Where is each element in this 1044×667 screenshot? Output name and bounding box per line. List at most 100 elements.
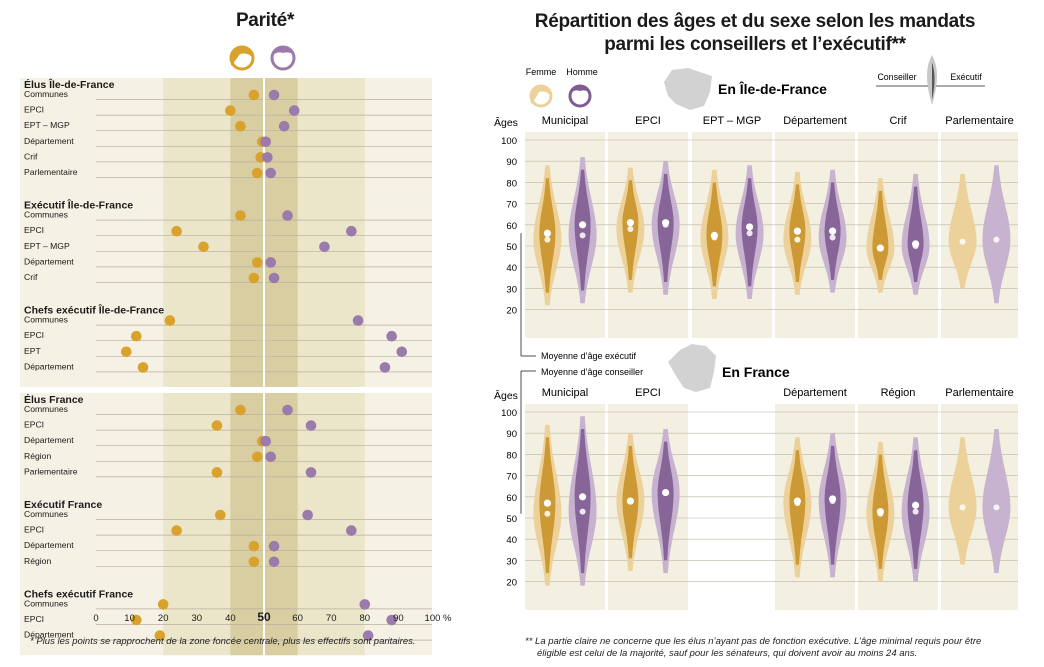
violin-dark-idf-crif-homme <box>907 186 924 282</box>
legend-homme-hair <box>571 85 590 93</box>
dot-femme-elus-france-communes <box>235 404 246 416</box>
mean-exec-idf-ept-mgp-homme <box>746 223 754 231</box>
age-tick-fr-90: 90 <box>506 429 517 440</box>
dot-homme-executif-france-communes <box>302 509 313 521</box>
mean-cons-idf-ept-mgp-femme <box>711 234 718 241</box>
violin-light-idf-parlementaire-femme <box>948 173 977 289</box>
dot-homme-elus-france-region <box>265 451 277 463</box>
age-footnote: ** La partie claire ne concerne que les … <box>525 636 1030 660</box>
dot-femme-executif-ile-de-france-communes <box>235 210 246 221</box>
mean-cons-idf-municipal-femme <box>544 236 551 243</box>
mean-cons-idf-ept-mgp-homme <box>746 230 753 237</box>
parite-footnote: * Plus les points se rapprochent de la z… <box>30 636 416 647</box>
ages-label-fr: Âges <box>494 389 518 402</box>
x-tick-20: 20 <box>158 613 169 624</box>
row-label-departement: Département <box>24 435 74 445</box>
panel-label-idf-municipal: Municipal <box>542 115 588 127</box>
mean-cons-idf-departement-femme <box>794 236 801 243</box>
age-tick-fr-60: 60 <box>506 493 517 504</box>
dot-femme-elus-ile-de-france-communes <box>248 89 260 101</box>
row-label-parlementaire: Parlementaire <box>24 167 78 177</box>
panel-label-idf-departement: Département <box>783 115 847 127</box>
dot-femme-elus-france-parlementaire <box>211 467 223 478</box>
age-tick-fr-30: 30 <box>506 556 517 567</box>
dot-femme-chefs-executif-ile-de-france-ept <box>120 346 132 358</box>
x-tick-30: 30 <box>192 613 203 624</box>
row-label-ept-mgp: EPT – MGP <box>24 120 70 130</box>
age-tick-fr-70: 70 <box>506 472 517 483</box>
panel-label-fr-parlementaire: Parlementaire <box>945 387 1013 399</box>
panel-label-idf-ept-mgp: EPT – MGP <box>703 115 761 127</box>
age-tick-idf-90: 90 <box>506 157 517 168</box>
group-label-elus-france: Élus France <box>24 393 84 406</box>
panel-label-fr-municipal: Municipal <box>542 387 588 399</box>
group-label-elus-ile-de-france: Élus Île-de-France <box>24 78 115 91</box>
mean-cons-fr-departement-homme <box>829 498 836 505</box>
dot-femme-executif-ile-de-france-departement <box>251 257 263 268</box>
row-label-epci: EPCI <box>24 225 44 235</box>
row-label-crif: Crif <box>24 272 38 282</box>
violin-light-fr-parlementaire-femme <box>948 437 977 565</box>
dot-homme-elus-ile-de-france-communes <box>268 89 280 101</box>
age-tick-idf-80: 80 <box>506 178 517 189</box>
region-idf-label: En Île-de-France <box>718 80 827 97</box>
age-tick-fr-80: 80 <box>506 450 517 461</box>
dot-femme-executif-ile-de-france-ept-mgp <box>198 241 209 253</box>
panel-label-idf-epci: EPCI <box>635 115 661 127</box>
dot-femme-elus-france-epci <box>211 420 223 431</box>
mean-cons-idf-parlementaire-femme <box>959 238 966 245</box>
mean-exec-fr-municipal-homme <box>579 493 587 501</box>
dot-femme-chefs-executif-ile-de-france-epci <box>131 330 142 342</box>
dot-homme-chefs-executif-ile-de-france-communes <box>352 315 364 326</box>
annot-cons-label: Moyenne d’âge conseiller <box>541 367 643 377</box>
dot-femme-chefs-executif-ile-de-france-departement <box>137 362 149 373</box>
group-label-chefs-executif-france: Chefs exécutif France <box>24 588 133 600</box>
row-label-crif: Crif <box>24 151 38 161</box>
dot-homme-elus-france-departement <box>260 435 271 447</box>
dot-homme-elus-ile-de-france-ept-mgp <box>278 120 290 132</box>
dot-homme-elus-ile-de-france-departement <box>260 136 271 148</box>
mean-cons-fr-departement-femme <box>794 500 801 507</box>
age-tick-idf-30: 30 <box>506 284 517 295</box>
age-tick-idf-100: 100 <box>501 136 517 147</box>
row-label-departement: Département <box>24 540 74 550</box>
group-label-executif-ile-de-france: Exécutif Île-de-France <box>24 199 133 212</box>
row-label-epci: EPCI <box>24 330 44 340</box>
legend-executif-label: Exécutif <box>950 72 982 82</box>
mean-cons-fr-region-homme <box>912 508 919 515</box>
mean-exec-idf-municipal-femme <box>543 229 551 237</box>
dot-homme-executif-france-departement <box>268 540 280 552</box>
legend-femme-hair <box>531 84 551 104</box>
dot-femme-elus-ile-de-france-epci <box>225 105 236 116</box>
legend-homme-label: Homme <box>566 67 598 77</box>
violin-dark-idf-municipal-homme <box>574 169 591 291</box>
dot-femme-chefs-executif-france-communes <box>157 599 169 610</box>
dot-homme-executif-ile-de-france-epci <box>346 225 357 237</box>
row-label-epci: EPCI <box>24 420 44 430</box>
panel-label-fr-departement: Département <box>783 387 847 399</box>
row-label-departement: Département <box>24 630 74 640</box>
legend-violin-dark <box>932 62 935 100</box>
x-tick-50: 50 <box>257 610 271 624</box>
dot-femme-executif-ile-de-france-epci <box>171 225 182 237</box>
france-map-icon <box>668 344 716 392</box>
age-tick-idf-70: 70 <box>506 200 517 211</box>
age-tick-fr-50: 50 <box>506 514 517 525</box>
row-label-epci: EPCI <box>24 105 44 115</box>
dot-homme-executif-ile-de-france-crif <box>268 272 280 284</box>
row-label-parlementaire: Parlementaire <box>24 466 78 476</box>
age-footnote-line1: ** La partie claire ne concerne que les … <box>525 636 982 647</box>
mean-exec-idf-departement-femme <box>793 227 801 235</box>
dot-femme-elus-france-region <box>251 451 263 463</box>
mean-cons-fr-municipal-femme <box>544 510 551 517</box>
mean-cons-fr-epci-homme <box>662 489 669 496</box>
violin-dark-fr-departement-homme <box>824 445 841 565</box>
parity-gap <box>258 387 270 393</box>
legend-femme-icon <box>529 84 553 108</box>
homme-icon <box>270 45 296 71</box>
dot-homme-elus-france-epci <box>305 420 317 431</box>
x-tick-100: 100 % <box>425 613 452 624</box>
idf-map-icon <box>664 68 712 110</box>
mean-exec-fr-region-homme <box>912 501 920 509</box>
age-tick-idf-40: 40 <box>506 263 517 274</box>
